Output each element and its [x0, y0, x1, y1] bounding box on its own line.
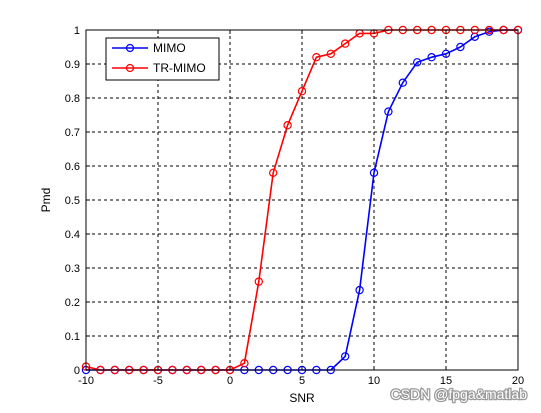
data-point-tr-mimo: [326, 49, 335, 59]
data-point-tr-mimo: [283, 120, 292, 130]
data-point-mimo: [427, 53, 436, 62]
data-point-tr-mimo: [240, 359, 249, 368]
data-point-tr-mimo: [269, 168, 278, 177]
y-axis-label: Pmd: [39, 188, 53, 213]
grid-lines: [86, 30, 518, 370]
data-point-tr-mimo: [341, 39, 350, 48]
y-tick-label: 0.9: [65, 59, 80, 71]
data-point-mimo: [456, 42, 465, 52]
data-point-tr-mimo: [312, 53, 321, 62]
axis-ticks: -10 -5 0 5 10 15 20 0 0.1 0.2 0.3 0.4 0.5 0.6 0.7 0.8 0.…: [65, 25, 524, 387]
legend-marker-mimo: [125, 43, 135, 53]
x-tick-label: 5: [299, 375, 305, 387]
x-tick-label: -5: [153, 375, 163, 387]
x-tick-label: 15: [440, 375, 452, 387]
data-point-mimo: [355, 285, 364, 295]
legend-label-tr-mimo: TR-MIMO: [153, 61, 206, 75]
x-axis-label: SNR: [289, 391, 315, 405]
y-tick-label: 1: [74, 25, 80, 37]
x-tick-label: 20: [512, 375, 524, 387]
x-tick-label: 0: [227, 375, 233, 387]
data-point-tr-mimo: [297, 86, 307, 96]
data-point-mimo: [341, 352, 350, 361]
data-point-mimo: [384, 107, 393, 116]
y-tick-label: 0.1: [65, 331, 80, 343]
y-tick-label: 0.3: [65, 263, 80, 275]
watermark: CSDN @fpga&matlab: [391, 386, 528, 402]
data-point-mimo: [369, 168, 379, 177]
y-tick-label: 0.4: [65, 229, 80, 241]
y-tick-label: 0.5: [65, 195, 80, 207]
y-tick-label: 0.7: [65, 127, 80, 139]
data-point-mimo: [413, 58, 422, 67]
x-tick-label: -10: [78, 375, 94, 387]
y-tick-label: 0.2: [65, 297, 80, 309]
legend-marker-tr-mimo: [125, 63, 135, 73]
legend-label-mimo: MIMO: [153, 41, 186, 55]
y-tick-label: 0: [74, 365, 80, 377]
x-tick-label: 10: [368, 375, 380, 387]
data-point-tr-mimo: [254, 277, 263, 286]
legend-box: [105, 37, 220, 81]
legend: MIMO TR-MIMO: [105, 37, 220, 81]
data-point-mimo: [441, 49, 451, 59]
y-tick-label: 0.6: [65, 161, 80, 173]
y-tick-label: 0.8: [65, 93, 80, 105]
data-point-mimo: [398, 78, 407, 87]
